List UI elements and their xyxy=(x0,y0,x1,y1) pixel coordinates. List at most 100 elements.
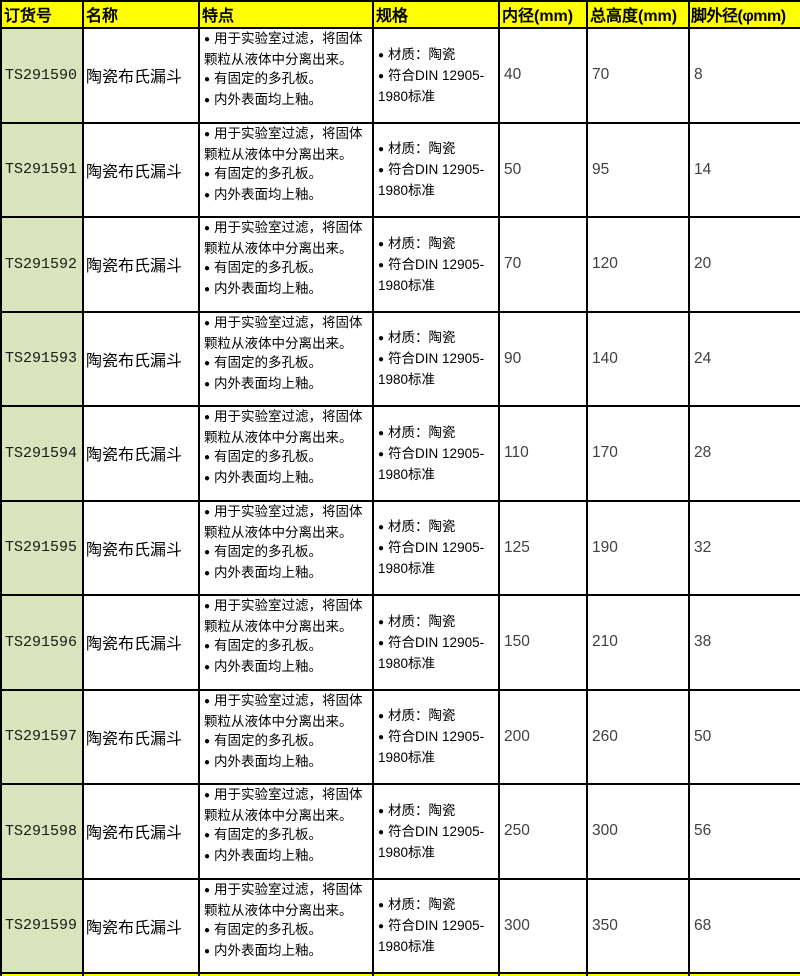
features-cell: 用于实验室过滤，将固体颗粒从液体中分离出来。 有固定的多孔板。 内外表面均上釉。 xyxy=(198,310,374,407)
table-row: TS291598 陶瓷布氏漏斗 用于实验室过滤，将固体颗粒从液体中分离出来。 有… xyxy=(0,783,800,880)
total-height-cell: 350 xyxy=(586,877,690,974)
features-cell: 用于实验室过滤，将固体颗粒从液体中分离出来。 有固定的多孔板。 内外表面均上釉。 xyxy=(198,783,374,880)
inner-diameter-cell: 70 xyxy=(498,216,588,313)
next-header-row-partial xyxy=(0,972,800,976)
feature-item: 用于实验室过滤，将固体颗粒从液体中分离出来。 xyxy=(204,124,366,163)
features-cell: 用于实验室过滤，将固体颗粒从液体中分离出来。 有固定的多孔板。 内外表面均上釉。 xyxy=(198,688,374,785)
name-cell: 陶瓷布氏漏斗 xyxy=(82,594,200,691)
foot-outer-diameter-cell: 28 xyxy=(688,405,800,502)
order-no-cell: TS291594 xyxy=(0,405,84,502)
feature-item: 内外表面均上釉。 xyxy=(204,563,366,584)
spec-item: 符合DIN 12905-1980标准 xyxy=(378,916,496,956)
feature-item: 用于实验室过滤，将固体颗粒从液体中分离出来。 xyxy=(204,786,366,825)
spec-item: 符合DIN 12905-1980标准 xyxy=(378,66,496,106)
order-no-cell: TS291596 xyxy=(0,594,84,691)
foot-outer-diameter-cell: 32 xyxy=(688,499,800,596)
foot-outer-diameter-cell: 14 xyxy=(688,121,800,218)
header-features: 特点 xyxy=(198,0,374,29)
specs-cell: 材质：陶瓷 符合DIN 12905-1980标准 xyxy=(372,27,500,124)
feature-item: 内外表面均上釉。 xyxy=(204,279,366,300)
total-height-cell: 170 xyxy=(586,405,690,502)
name-cell: 陶瓷布氏漏斗 xyxy=(82,877,200,974)
feature-item: 有固定的多孔板。 xyxy=(204,636,366,657)
feature-item: 有固定的多孔板。 xyxy=(204,353,366,374)
feature-item: 用于实验室过滤，将固体颗粒从液体中分离出来。 xyxy=(204,502,366,541)
specs-cell: 材质：陶瓷 符合DIN 12905-1980标准 xyxy=(372,594,500,691)
features-cell: 用于实验室过滤，将固体颗粒从液体中分离出来。 有固定的多孔板。 内外表面均上釉。 xyxy=(198,877,374,974)
name-cell: 陶瓷布氏漏斗 xyxy=(82,688,200,785)
foot-outer-diameter-cell: 8 xyxy=(688,27,800,124)
header-foot-outer-diameter: 脚外径(φmm) xyxy=(688,0,800,29)
inner-diameter-cell: 110 xyxy=(498,405,588,502)
header-name: 名称 xyxy=(82,0,200,29)
features-cell: 用于实验室过滤，将固体颗粒从液体中分离出来。 有固定的多孔板。 内外表面均上釉。 xyxy=(198,594,374,691)
specs-cell: 材质：陶瓷 符合DIN 12905-1980标准 xyxy=(372,499,500,596)
features-cell: 用于实验室过滤，将固体颗粒从液体中分离出来。 有固定的多孔板。 内外表面均上釉。 xyxy=(198,121,374,218)
next-header-cell xyxy=(586,972,690,976)
feature-item: 内外表面均上釉。 xyxy=(204,90,366,111)
spec-item: 符合DIN 12905-1980标准 xyxy=(378,822,496,862)
total-height-cell: 300 xyxy=(586,783,690,880)
inner-diameter-cell: 50 xyxy=(498,121,588,218)
specs-cell: 材质：陶瓷 符合DIN 12905-1980标准 xyxy=(372,216,500,313)
feature-item: 内外表面均上釉。 xyxy=(204,185,366,206)
header-order-no: 订货号 xyxy=(0,0,84,29)
total-height-cell: 95 xyxy=(586,121,690,218)
feature-item: 用于实验室过滤，将固体颗粒从液体中分离出来。 xyxy=(204,880,366,919)
order-no-cell: TS291595 xyxy=(0,499,84,596)
feature-item: 有固定的多孔板。 xyxy=(204,69,366,90)
feature-item: 有固定的多孔板。 xyxy=(204,825,366,846)
feature-item: 有固定的多孔板。 xyxy=(204,542,366,563)
table-row: TS291595 陶瓷布氏漏斗 用于实验室过滤，将固体颗粒从液体中分离出来。 有… xyxy=(0,499,800,596)
total-height-cell: 120 xyxy=(586,216,690,313)
feature-item: 有固定的多孔板。 xyxy=(204,731,366,752)
name-cell: 陶瓷布氏漏斗 xyxy=(82,216,200,313)
foot-outer-diameter-cell: 38 xyxy=(688,594,800,691)
name-cell: 陶瓷布氏漏斗 xyxy=(82,405,200,502)
specs-cell: 材质：陶瓷 符合DIN 12905-1980标准 xyxy=(372,783,500,880)
order-no-cell: TS291592 xyxy=(0,216,84,313)
feature-item: 用于实验室过滤，将固体颗粒从液体中分离出来。 xyxy=(204,30,366,69)
features-cell: 用于实验室过滤，将固体颗粒从液体中分离出来。 有固定的多孔板。 内外表面均上釉。 xyxy=(198,27,374,124)
spec-item: 材质：陶瓷 xyxy=(378,706,496,727)
order-no-cell: TS291590 xyxy=(0,27,84,124)
spec-item: 符合DIN 12905-1980标准 xyxy=(378,633,496,673)
next-header-cell xyxy=(0,972,84,976)
next-header-cell xyxy=(82,972,200,976)
spec-item: 材质：陶瓷 xyxy=(378,517,496,538)
specs-cell: 材质：陶瓷 符合DIN 12905-1980标准 xyxy=(372,310,500,407)
feature-item: 内外表面均上釉。 xyxy=(204,374,366,395)
inner-diameter-cell: 90 xyxy=(498,310,588,407)
foot-outer-diameter-cell: 50 xyxy=(688,688,800,785)
spec-item: 材质：陶瓷 xyxy=(378,45,496,66)
spec-item: 符合DIN 12905-1980标准 xyxy=(378,349,496,389)
spec-item: 符合DIN 12905-1980标准 xyxy=(378,538,496,578)
feature-item: 有固定的多孔板。 xyxy=(204,258,366,279)
table-row: TS291590 陶瓷布氏漏斗 用于实验室过滤，将固体颗粒从液体中分离出来。 有… xyxy=(0,27,800,124)
features-cell: 用于实验室过滤，将固体颗粒从液体中分离出来。 有固定的多孔板。 内外表面均上釉。 xyxy=(198,216,374,313)
name-cell: 陶瓷布氏漏斗 xyxy=(82,121,200,218)
features-cell: 用于实验室过滤，将固体颗粒从液体中分离出来。 有固定的多孔板。 内外表面均上釉。 xyxy=(198,499,374,596)
order-no-cell: TS291591 xyxy=(0,121,84,218)
total-height-cell: 210 xyxy=(586,594,690,691)
table-row: TS291592 陶瓷布氏漏斗 用于实验室过滤，将固体颗粒从液体中分离出来。 有… xyxy=(0,216,800,313)
inner-diameter-cell: 300 xyxy=(498,877,588,974)
table-row: TS291594 陶瓷布氏漏斗 用于实验室过滤，将固体颗粒从液体中分离出来。 有… xyxy=(0,405,800,502)
order-no-cell: TS291593 xyxy=(0,310,84,407)
total-height-cell: 190 xyxy=(586,499,690,596)
spec-item: 材质：陶瓷 xyxy=(378,895,496,916)
feature-item: 用于实验室过滤，将固体颗粒从液体中分离出来。 xyxy=(204,313,366,352)
header-row: 订货号 名称 特点 规格 内径(mm) 总高度(mm) 脚外径(φmm) xyxy=(0,0,800,29)
name-cell: 陶瓷布氏漏斗 xyxy=(82,310,200,407)
order-no-cell: TS291598 xyxy=(0,783,84,880)
name-cell: 陶瓷布氏漏斗 xyxy=(82,27,200,124)
feature-item: 内外表面均上釉。 xyxy=(204,468,366,489)
header-specs: 规格 xyxy=(372,0,500,29)
table-row: TS291593 陶瓷布氏漏斗 用于实验室过滤，将固体颗粒从液体中分离出来。 有… xyxy=(0,310,800,407)
spec-item: 符合DIN 12905-1980标准 xyxy=(378,160,496,200)
spec-item: 材质：陶瓷 xyxy=(378,328,496,349)
spec-item: 材质：陶瓷 xyxy=(378,234,496,255)
name-cell: 陶瓷布氏漏斗 xyxy=(82,783,200,880)
total-height-cell: 140 xyxy=(586,310,690,407)
next-header-cell xyxy=(198,972,374,976)
